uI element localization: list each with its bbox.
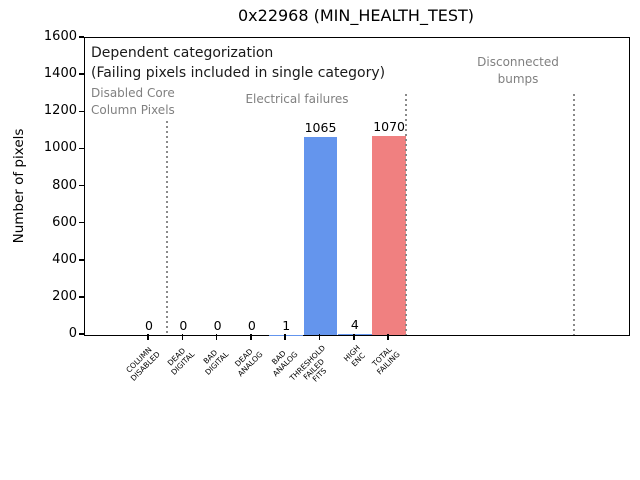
- x-tick-mark: [353, 334, 355, 340]
- x-tick-mark: [250, 334, 252, 340]
- x-tick-mark: [181, 334, 184, 340]
- plot-area: 0 0 0 0 1 1065 4 1070 Dependent categorization …: [84, 37, 630, 336]
- y-tick-label: 1400: [43, 66, 77, 82]
- annotation-disconnected-bumps: Disconnected bumps: [477, 55, 559, 86]
- region-separator-line: [165, 121, 168, 335]
- bar-value-label: 1065: [304, 120, 337, 136]
- x-tick-label: TOTAL FAILING: [370, 345, 402, 377]
- bar-high-enc: [338, 334, 372, 335]
- y-tick-mark: [79, 333, 84, 335]
- y-tick-label: 1600: [43, 29, 77, 44]
- x-tick-label: COLUMN DISABLED: [124, 345, 162, 383]
- x-tick-label: DEAD DIGITAL: [165, 346, 196, 377]
- y-tick-label: 1200: [43, 103, 77, 119]
- y-tick-mark: [79, 36, 84, 38]
- x-tick-mark: [318, 334, 321, 340]
- x-tick-mark: [387, 334, 389, 340]
- annotation-electrical-failures: Electrical failures: [245, 92, 349, 106]
- chart-title: 0x22968 (MIN_HEALTH_TEST): [237, 6, 475, 25]
- annotation-failing-pixels-note: (Failing pixels included in single categ…: [91, 65, 386, 81]
- y-tick-mark: [79, 184, 84, 187]
- bar-value-label: 4: [350, 317, 359, 333]
- y-tick-label: 400: [52, 251, 77, 267]
- y-tick-label: 800: [52, 177, 77, 193]
- bar-threshold-failed-fits: [303, 137, 338, 335]
- bar-value-label: 1: [282, 317, 291, 333]
- y-tick-mark: [79, 147, 84, 150]
- bar-total-failing: [372, 136, 406, 335]
- y-axis-label: Number of pixels: [11, 128, 27, 244]
- region-separator-line: [573, 94, 575, 335]
- x-tick-mark: [147, 334, 149, 340]
- x-tick-label: DEAD ANALOG: [233, 346, 265, 378]
- y-tick-mark: [79, 110, 84, 112]
- region-separator-line: [405, 94, 407, 335]
- y-tick-label: 600: [52, 214, 77, 230]
- y-tick-mark: [79, 259, 84, 261]
- annotation-disabled-core-column-pixels: Disabled Core Column Pixels: [91, 86, 175, 117]
- x-tick-label: HIGH ENC: [341, 343, 367, 369]
- y-tick-mark: [79, 73, 84, 75]
- bar-value-label: 0: [247, 318, 256, 333]
- bar-value-label: 0: [145, 318, 153, 333]
- annotation-dependent-categorization: Dependent categorization: [91, 45, 274, 61]
- x-tick-label: BAD DIGITAL: [201, 347, 231, 377]
- bar-value-label: 1070: [373, 119, 405, 135]
- y-tick-mark: [79, 296, 84, 298]
- x-tick-mark: [284, 334, 286, 340]
- bar-value-label: 0: [179, 318, 188, 333]
- y-tick-label: 0: [68, 326, 77, 341]
- y-tick-mark: [79, 221, 84, 224]
- x-tick-mark: [215, 334, 218, 340]
- y-tick-label: 200: [52, 288, 77, 304]
- bar-value-label: 0: [213, 318, 222, 333]
- y-tick-label: 1000: [43, 140, 77, 156]
